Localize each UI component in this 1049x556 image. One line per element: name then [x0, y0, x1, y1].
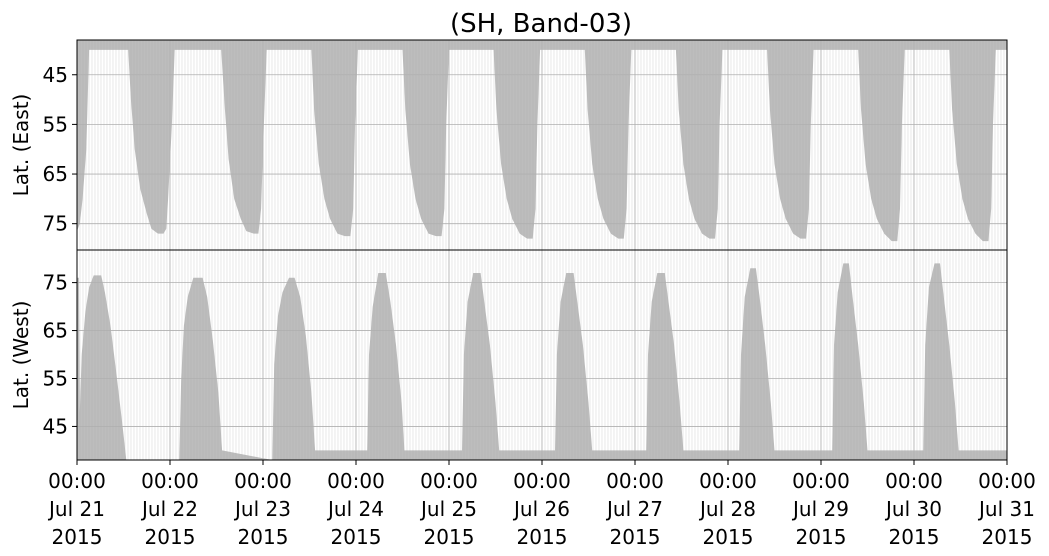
x-tick-label: 00:00	[606, 469, 664, 493]
ylabel-west: Lat. (West)	[9, 301, 33, 410]
x-tick-label: 2015	[982, 525, 1033, 549]
x-tick-label: Jul 28	[698, 497, 756, 521]
y-tick-label-west: 45	[43, 414, 68, 438]
y-tick-label-east: 75	[43, 212, 68, 236]
y-tick-label-east: 65	[43, 162, 68, 186]
x-tick-label: 00:00	[48, 469, 106, 493]
x-tick-label: 2015	[517, 525, 568, 549]
coverage-texture-west	[77, 250, 1007, 460]
plot-area-west: 75 65 55 45	[43, 249, 1008, 461]
x-tick-label: 00:00	[513, 469, 571, 493]
y-tick-label-east: 45	[43, 63, 68, 87]
x-tick-label: Jul 31	[977, 497, 1035, 521]
x-tick-label: 2015	[889, 525, 940, 549]
ylabel-east: Lat. (East)	[9, 94, 33, 197]
x-tick-label: 2015	[424, 525, 475, 549]
x-tick-label: Jul 21	[47, 497, 105, 521]
y-tick-label-west: 75	[43, 271, 68, 295]
x-tick-label: 2015	[331, 525, 382, 549]
y-tick-label-west: 55	[43, 366, 68, 390]
x-axis: 00:00 Jul 21 2015 00:00 Jul 22 2015 00:00 Jul 2…	[47, 460, 1036, 549]
x-tick-label: 2015	[145, 525, 196, 549]
coverage-area-east	[77, 40, 1007, 242]
x-tick-label: 00:00	[792, 469, 850, 493]
x-tick-label: Jul 25	[419, 497, 477, 521]
plot-area-east: 45 55 65 75	[43, 39, 1008, 251]
x-tick-label: Jul 27	[605, 497, 663, 521]
x-tick-label: 00:00	[327, 469, 385, 493]
x-tick-label: Jul 22	[140, 497, 198, 521]
x-tick-label: 00:00	[234, 469, 292, 493]
y-tick-label-west: 65	[43, 319, 68, 343]
x-tick-label: Jul 29	[791, 497, 849, 521]
chart-title: (SH, Band-03)	[450, 9, 632, 39]
x-tick-label: 00:00	[141, 469, 199, 493]
x-tick-label: 2015	[796, 525, 847, 549]
x-tick-label: Jul 26	[512, 497, 570, 521]
x-tick-label: 2015	[238, 525, 289, 549]
coverage-area-west	[77, 263, 1007, 460]
x-tick-label: 2015	[610, 525, 661, 549]
y-tick-label-east: 55	[43, 112, 68, 136]
x-tick-label: 00:00	[885, 469, 943, 493]
x-tick-label: Jul 23	[233, 497, 291, 521]
x-tick-label: 00:00	[699, 469, 757, 493]
x-tick-label: 2015	[52, 525, 103, 549]
x-tick-label: 2015	[703, 525, 754, 549]
x-tick-label: Jul 30	[884, 497, 942, 521]
x-tick-label: 00:00	[978, 469, 1036, 493]
panel-west: Lat. (West) 75 65 55 45	[9, 249, 1008, 461]
x-tick-label: 00:00	[420, 469, 478, 493]
x-tick-label: Jul 24	[326, 497, 384, 521]
panel-east: Lat. (East) 45 55 65 75	[9, 39, 1008, 251]
